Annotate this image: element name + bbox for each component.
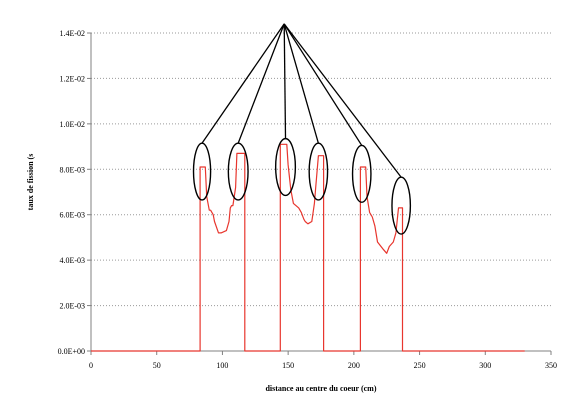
annotation-circle: [351, 144, 372, 203]
x-tick-label: 100: [216, 361, 228, 370]
y-tick-label: 1.4E-02: [59, 29, 85, 38]
y-axis-label: taux de fission (s: [26, 154, 35, 211]
series-group: [91, 143, 525, 352]
y-tick-label: 1.2E-02: [59, 74, 85, 83]
y-tick-label: 8.0E-03: [59, 165, 85, 174]
x-axis-label: distance au centre du coeur (cm): [265, 384, 376, 393]
x-tick-label: 350: [545, 361, 557, 370]
series-line: [91, 143, 525, 352]
annotation-circle: [274, 137, 297, 197]
annotation-group: [192, 23, 412, 235]
y-tick-label: 6.0E-03: [59, 211, 85, 220]
y-tick-label: 2.0E-03: [59, 302, 85, 311]
annotation-circle: [391, 176, 412, 235]
x-tick-label: 300: [479, 361, 491, 370]
x-tick-label: 50: [153, 361, 161, 370]
x-tick-label: 250: [414, 361, 426, 370]
annotation-circle: [192, 142, 212, 201]
y-tick-label: 0.0E+00: [58, 347, 85, 356]
annotation-line: [283, 23, 402, 178]
annotation-line: [283, 23, 287, 139]
x-tick-label: 200: [348, 361, 360, 370]
annotation-line: [201, 23, 285, 144]
annotation-line: [283, 23, 319, 144]
y-tick-labels: 0.0E+00 2.0E-03 4.0E-03 6.0E-03 8.0E-03 1.0E-…: [58, 29, 91, 356]
annotation-circle: [227, 142, 249, 201]
grid-lines: [91, 32, 551, 307]
annotation-line: [237, 23, 285, 144]
y-tick-label: 4.0E-03: [59, 256, 85, 265]
y-tick-label: 1.0E-02: [59, 120, 85, 129]
x-tick-label: 150: [282, 361, 294, 370]
x-tick-label: 0: [89, 361, 93, 370]
x-tick-labels: 0 50 100 150 200 250 300 350: [89, 351, 557, 370]
annotation-circle: [308, 142, 329, 201]
annotation-line: [283, 23, 363, 146]
